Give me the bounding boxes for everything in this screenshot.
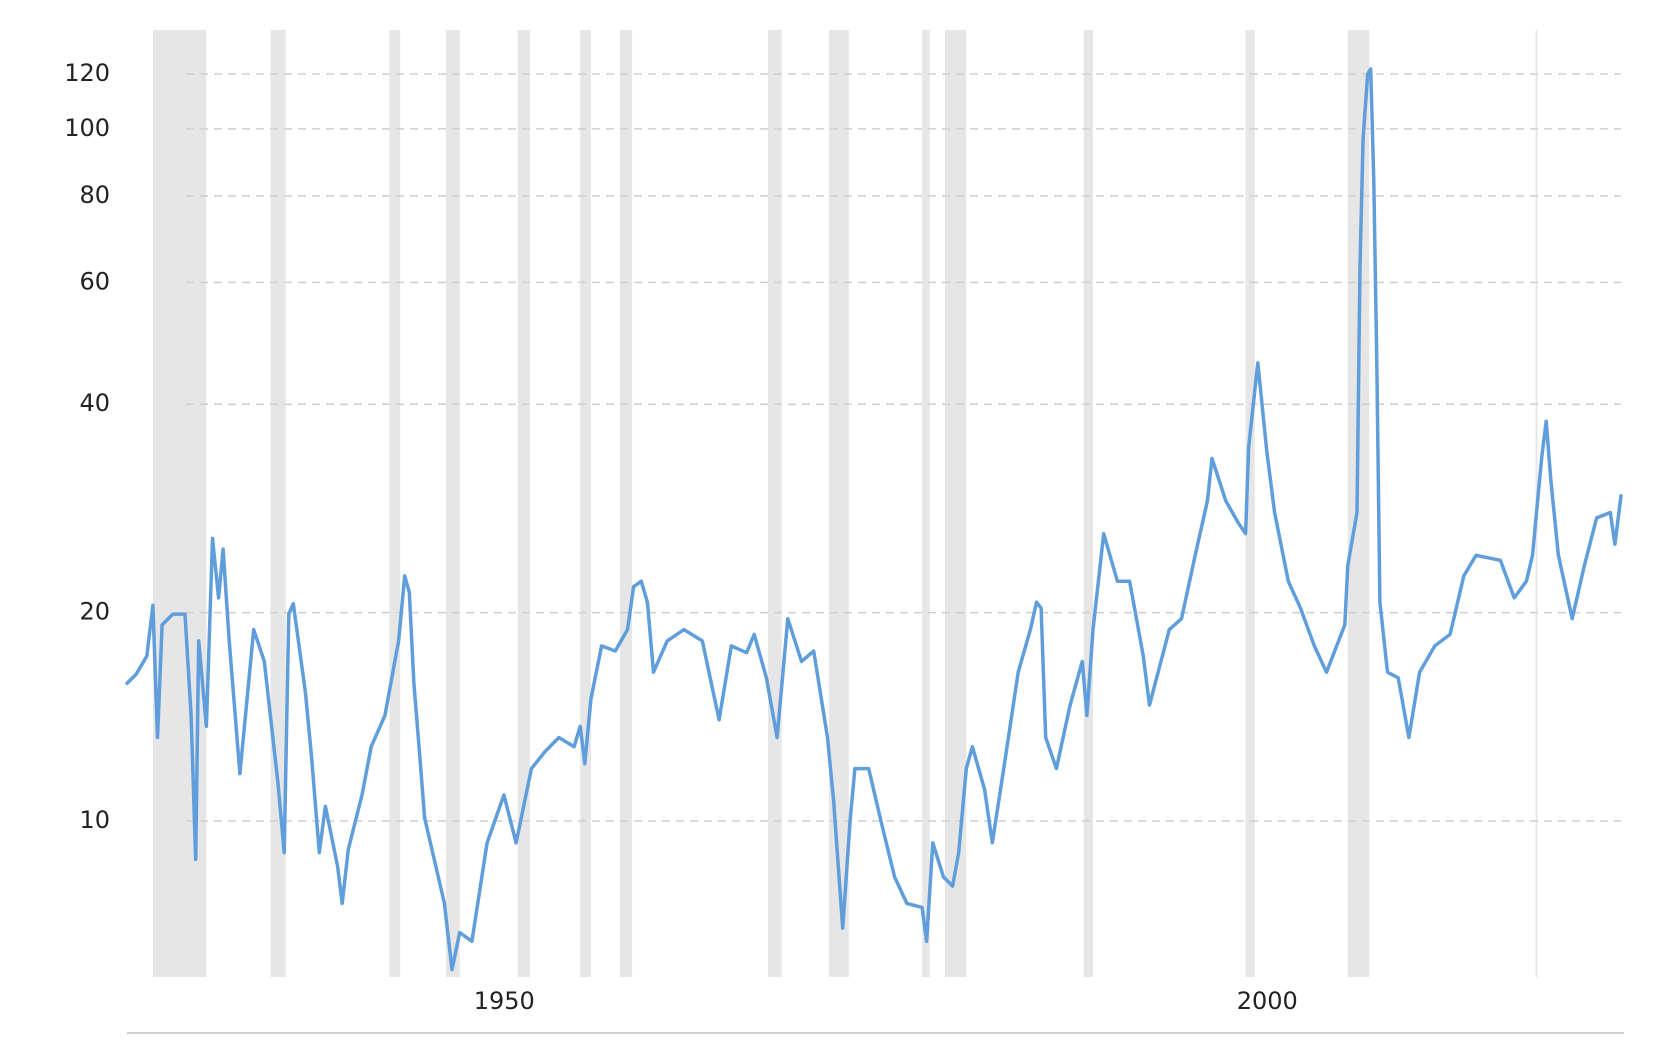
x-tick-label: 2000 — [1237, 987, 1298, 1015]
recession-band — [580, 30, 591, 977]
y-tick-label: 60 — [79, 267, 110, 295]
recession-band — [389, 30, 401, 977]
pe-ratio-line — [125, 67, 1623, 972]
recession-band — [619, 30, 633, 977]
axes: 10 20 40 60 80 100 120 1950 2000 — [64, 59, 1624, 1034]
recession-band — [922, 30, 930, 977]
recession-band — [1245, 30, 1255, 977]
y-tick-label: 40 — [79, 389, 110, 417]
recession-band — [445, 30, 460, 977]
recession-band — [828, 30, 849, 977]
y-tick-label: 20 — [79, 598, 110, 626]
recession-bands — [152, 30, 1538, 977]
recession-band — [517, 30, 530, 977]
grid — [186, 73, 1621, 822]
recession-band — [767, 30, 782, 977]
recession-band — [944, 30, 967, 977]
y-tick-label: 120 — [64, 59, 110, 87]
x-tick-label: 1950 — [474, 987, 535, 1015]
recession-band — [152, 30, 207, 977]
y-tick-label: 100 — [64, 114, 110, 142]
y-tick-label: 10 — [79, 806, 110, 834]
plot — [125, 67, 1623, 972]
recession-band — [1083, 30, 1093, 977]
y-tick-label: 80 — [79, 181, 110, 209]
